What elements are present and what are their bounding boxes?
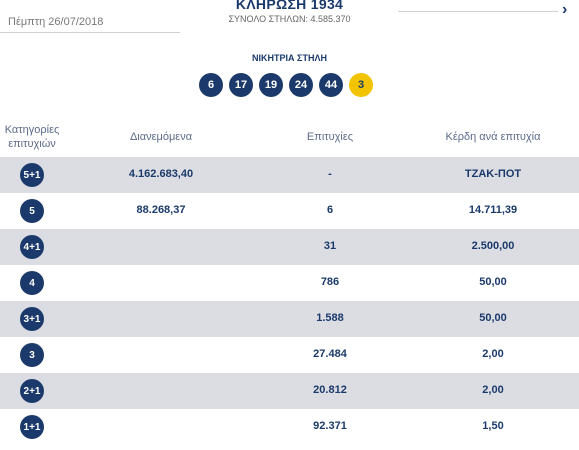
category-badge: 1+1 bbox=[20, 415, 44, 439]
draw-title: ΚΛΗΡΩΣΗ 1934 bbox=[235, 0, 344, 12]
winners-count: 786 bbox=[320, 276, 340, 288]
winning-column-label: ΝΙΚΗΤΡΙΑ ΣΤΗΛΗ bbox=[252, 53, 327, 63]
category-badge: 5 bbox=[20, 199, 44, 223]
header-distributed: Διανεμόμενα bbox=[129, 131, 193, 143]
winners-count: - bbox=[328, 168, 332, 180]
header-winners: Επιτυχίες bbox=[306, 131, 354, 143]
date-divider bbox=[0, 32, 180, 33]
winning-number-ball: 24 bbox=[289, 73, 313, 97]
category-badge: 4 bbox=[20, 271, 44, 295]
table-row: 4+1 31 2.500,00 bbox=[0, 229, 579, 265]
table-row: 4 786 50,00 bbox=[0, 265, 579, 301]
header-divider bbox=[398, 11, 558, 12]
table-row: 3+1 1.588 50,00 bbox=[0, 301, 579, 337]
category-badge: 2+1 bbox=[20, 379, 44, 403]
prize-per-winner: 2,00 bbox=[482, 384, 504, 396]
winning-numbers: 6 17 19 24 44 3 bbox=[199, 73, 373, 97]
header-prize: Κέρδη ανά επιτυχία bbox=[445, 131, 541, 143]
results-table: 5+1 4.162.683,40 - ΤΖΑΚ-ΠΟΤ 5 88.268,37 … bbox=[0, 157, 579, 445]
chevron-right-icon[interactable]: › bbox=[562, 1, 568, 18]
table-row: 5+1 4.162.683,40 - ΤΖΑΚ-ΠΟΤ bbox=[0, 157, 579, 193]
draw-header: Πέμπτη 26/07/2018 ΚΛΗΡΩΣΗ 1934 ΣΥΝΟΛΟ ΣΤ… bbox=[0, 0, 579, 40]
winners-count: 1.588 bbox=[316, 312, 344, 324]
winners-count: 27.484 bbox=[313, 348, 347, 360]
distributed-amount: 88.268,37 bbox=[136, 204, 186, 216]
prize-per-winner: 14.711,39 bbox=[468, 204, 518, 216]
table-row: 2+1 20.812 2,00 bbox=[0, 373, 579, 409]
category-badge: 4+1 bbox=[20, 235, 44, 259]
distributed-amount: 4.162.683,40 bbox=[128, 168, 194, 180]
draw-date: Πέμπτη 26/07/2018 bbox=[8, 16, 104, 28]
table-row: 5 88.268,37 6 14.711,39 bbox=[0, 193, 579, 229]
prize-per-winner: ΤΖΑΚ-ΠΟΤ bbox=[464, 168, 522, 180]
winning-number-ball: 6 bbox=[199, 73, 223, 97]
winners-count: 31 bbox=[323, 240, 337, 252]
category-badge: 3 bbox=[20, 343, 44, 367]
prize-per-winner: 1,50 bbox=[482, 420, 504, 432]
winning-number-ball: 17 bbox=[229, 73, 253, 97]
prize-per-winner: 2.500,00 bbox=[471, 240, 515, 252]
prize-per-winner: 50,00 bbox=[479, 276, 507, 288]
header-category: Κατηγορίες επιτυχιών bbox=[4, 124, 60, 150]
prize-per-winner: 50,00 bbox=[479, 312, 507, 324]
prize-per-winner: 2,00 bbox=[482, 348, 504, 360]
winners-count: 6 bbox=[326, 204, 334, 216]
winners-count: 92.371 bbox=[313, 420, 347, 432]
winning-number-ball: 44 bbox=[319, 73, 343, 97]
results-table-header: Κατηγορίες επιτυχιών Διανεμόμενα Επιτυχί… bbox=[0, 118, 579, 156]
total-columns: ΣΥΝΟΛΟ ΣΤΗΛΩΝ: 4.585.370 bbox=[228, 14, 351, 24]
category-badge: 5+1 bbox=[20, 163, 44, 187]
category-badge: 3+1 bbox=[20, 307, 44, 331]
table-row: 1+1 92.371 1,50 bbox=[0, 409, 579, 445]
table-row: 3 27.484 2,00 bbox=[0, 337, 579, 373]
joker-number-ball: 3 bbox=[349, 73, 373, 97]
winners-count: 20.812 bbox=[313, 384, 347, 396]
winning-number-ball: 19 bbox=[259, 73, 283, 97]
